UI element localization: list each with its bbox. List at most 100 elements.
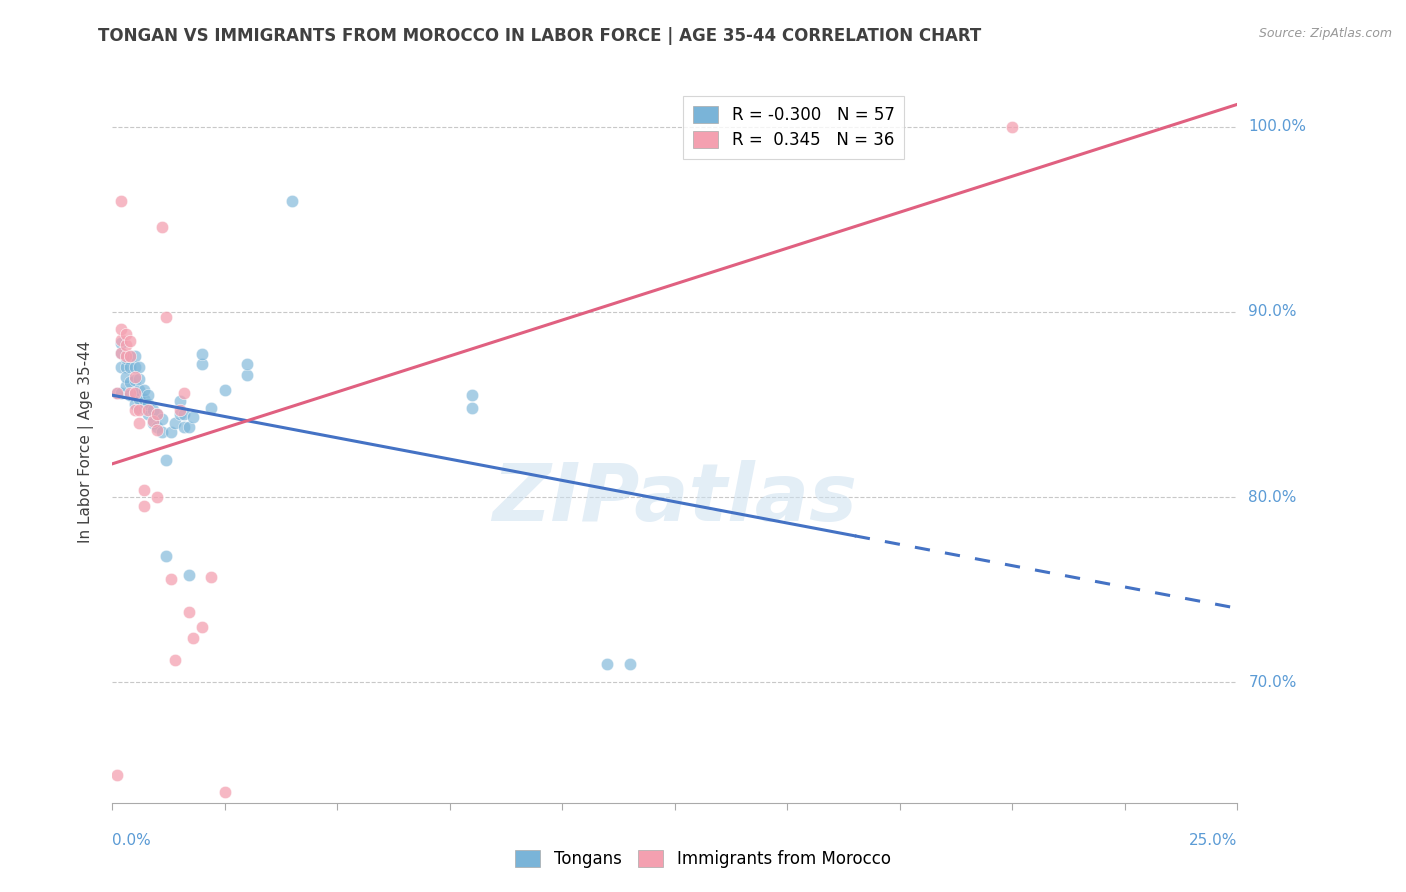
Point <box>110 345 132 359</box>
Point <box>115 379 138 393</box>
Point <box>128 383 150 397</box>
Legend: Tongans, Immigrants from Morocco: Tongans, Immigrants from Morocco <box>509 843 897 875</box>
Point <box>110 333 132 347</box>
Point <box>236 357 259 371</box>
Point <box>160 425 183 440</box>
Point <box>120 349 142 363</box>
Point <box>128 403 150 417</box>
Text: 100.0%: 100.0% <box>1249 120 1306 134</box>
Point <box>281 194 304 208</box>
Point <box>169 393 191 408</box>
Point <box>173 419 195 434</box>
Point <box>110 360 132 375</box>
Point <box>150 412 173 426</box>
Point <box>115 360 138 375</box>
Point <box>132 383 155 397</box>
Point <box>150 219 173 234</box>
Point <box>124 403 146 417</box>
Point <box>124 384 146 399</box>
Point <box>150 425 173 440</box>
Point <box>105 768 128 782</box>
Legend: R = -0.300   N = 57, R =  0.345   N = 36: R = -0.300 N = 57, R = 0.345 N = 36 <box>683 95 904 159</box>
Point <box>115 349 138 363</box>
Point <box>142 403 165 417</box>
Point <box>146 419 169 434</box>
Point <box>596 657 619 671</box>
Point <box>619 657 641 671</box>
Point <box>200 570 222 584</box>
Point <box>177 419 200 434</box>
Point <box>128 416 150 430</box>
Point <box>115 369 138 384</box>
Point <box>461 401 484 416</box>
Point <box>132 500 155 514</box>
Point <box>191 347 214 361</box>
Point <box>128 360 150 375</box>
Point <box>120 376 142 390</box>
Point <box>132 401 155 416</box>
Point <box>183 631 205 645</box>
Point <box>128 371 150 385</box>
Point <box>120 349 142 363</box>
Point <box>183 410 205 425</box>
Point <box>124 373 146 387</box>
Point <box>110 345 132 359</box>
Point <box>155 453 177 467</box>
Point <box>142 416 165 430</box>
Point <box>124 369 146 384</box>
Point <box>120 386 142 401</box>
Text: 25.0%: 25.0% <box>1189 833 1237 848</box>
Point <box>110 194 132 208</box>
Point <box>160 572 183 586</box>
Point <box>120 360 142 375</box>
Point <box>128 401 150 416</box>
Point <box>146 424 169 438</box>
Point <box>132 483 155 497</box>
Point <box>105 386 128 401</box>
Point <box>132 392 155 406</box>
Point <box>200 401 222 416</box>
Text: 90.0%: 90.0% <box>1249 304 1296 319</box>
Text: TONGAN VS IMMIGRANTS FROM MOROCCO IN LABOR FORCE | AGE 35-44 CORRELATION CHART: TONGAN VS IMMIGRANTS FROM MOROCCO IN LAB… <box>98 27 981 45</box>
Point <box>115 327 138 342</box>
Point <box>146 407 169 421</box>
Text: Source: ZipAtlas.com: Source: ZipAtlas.com <box>1258 27 1392 40</box>
Point <box>461 388 484 402</box>
Point <box>110 336 132 351</box>
Text: ZIPatlas: ZIPatlas <box>492 460 858 539</box>
Point <box>115 338 138 352</box>
Point <box>155 549 177 564</box>
Point <box>214 383 236 397</box>
Point <box>165 416 187 430</box>
Point <box>105 386 128 401</box>
Point <box>191 357 214 371</box>
Point <box>138 403 160 417</box>
Point <box>138 388 160 402</box>
Text: 70.0%: 70.0% <box>1249 675 1296 690</box>
Text: 0.0%: 0.0% <box>112 833 152 848</box>
Point <box>138 397 160 411</box>
Point <box>177 568 200 582</box>
Point <box>124 386 146 401</box>
Point <box>115 351 138 366</box>
Point <box>120 334 142 349</box>
Point <box>169 407 191 421</box>
Point <box>1001 120 1024 134</box>
Point <box>124 360 146 375</box>
Point <box>142 414 165 428</box>
Point <box>173 386 195 401</box>
Point <box>191 620 214 634</box>
Point <box>110 386 132 401</box>
Point <box>173 407 195 421</box>
Text: 80.0%: 80.0% <box>1249 490 1296 505</box>
Point <box>120 388 142 402</box>
Point <box>155 310 177 325</box>
Point <box>138 407 160 421</box>
Point <box>169 403 191 417</box>
Point <box>124 397 146 411</box>
Point <box>128 392 150 406</box>
Point <box>165 653 187 667</box>
Point <box>110 321 132 335</box>
Point <box>236 368 259 382</box>
Point <box>146 407 169 421</box>
